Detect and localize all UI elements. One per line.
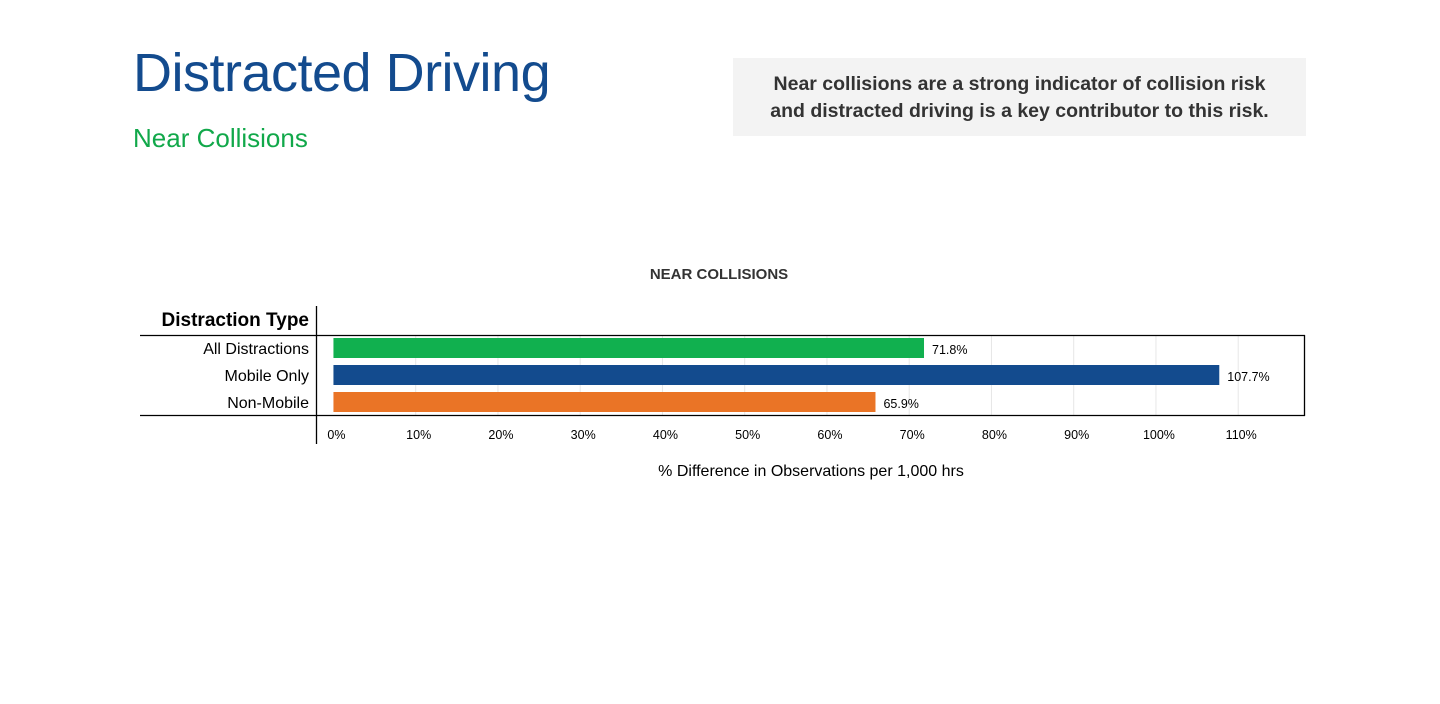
bar-mobile-only	[333, 365, 1220, 385]
callout-line-1: Near collisions are a strong indicator o…	[773, 73, 1266, 95]
value-labels: 71.8% 107.7% 65.9%	[883, 343, 1269, 411]
chart-frame	[140, 306, 1306, 444]
page-title: Distracted Driving	[133, 43, 551, 103]
x-tick-label-40: 40%	[653, 428, 678, 442]
callout-line-2: and distracted driving is a key contribu…	[770, 100, 1269, 122]
x-tick-label-10: 10%	[406, 428, 431, 442]
category-header: Distraction Type	[162, 310, 309, 331]
x-tick-label-30: 30%	[571, 428, 596, 442]
category-label-non-mobile: Non-Mobile	[227, 395, 309, 412]
bar-non-mobile	[333, 392, 876, 412]
x-tick-label-60: 60%	[817, 428, 842, 442]
tick-labels: 0% 10% 20% 30% 40% 50% 60% 70% 80% 90% 100% 110%	[327, 428, 1256, 442]
category-label-mobile-only: Mobile Only	[225, 368, 309, 385]
x-tick-label-80: 80%	[982, 428, 1007, 442]
value-label-all-distractions: 71.8%	[932, 343, 967, 357]
x-tick-label-90: 90%	[1064, 428, 1089, 442]
bar-all-distractions	[333, 338, 925, 358]
x-tick-label-110: 110%	[1226, 428, 1257, 442]
x-tick-label-20: 20%	[488, 428, 513, 442]
x-tick-label-100: 100%	[1143, 428, 1175, 442]
page-subtitle: Near Collisions	[133, 123, 308, 153]
chart-title: NEAR COLLISIONS	[650, 266, 788, 283]
value-label-mobile-only: 107.7%	[1227, 370, 1269, 384]
value-label-non-mobile: 65.9%	[883, 397, 918, 411]
x-tick-label-0: 0%	[327, 428, 345, 442]
x-axis-label: % Difference in Observations per 1,000 h…	[658, 463, 964, 480]
category-label-all-distractions: All Distractions	[203, 341, 309, 358]
category-labels: All Distractions Mobile Only Non-Mobile	[203, 341, 309, 412]
x-tick-label-50: 50%	[735, 428, 760, 442]
bars	[333, 338, 1220, 412]
x-tick-label-70: 70%	[900, 428, 925, 442]
callout-box: Near collisions are a strong indicator o…	[733, 58, 1306, 136]
